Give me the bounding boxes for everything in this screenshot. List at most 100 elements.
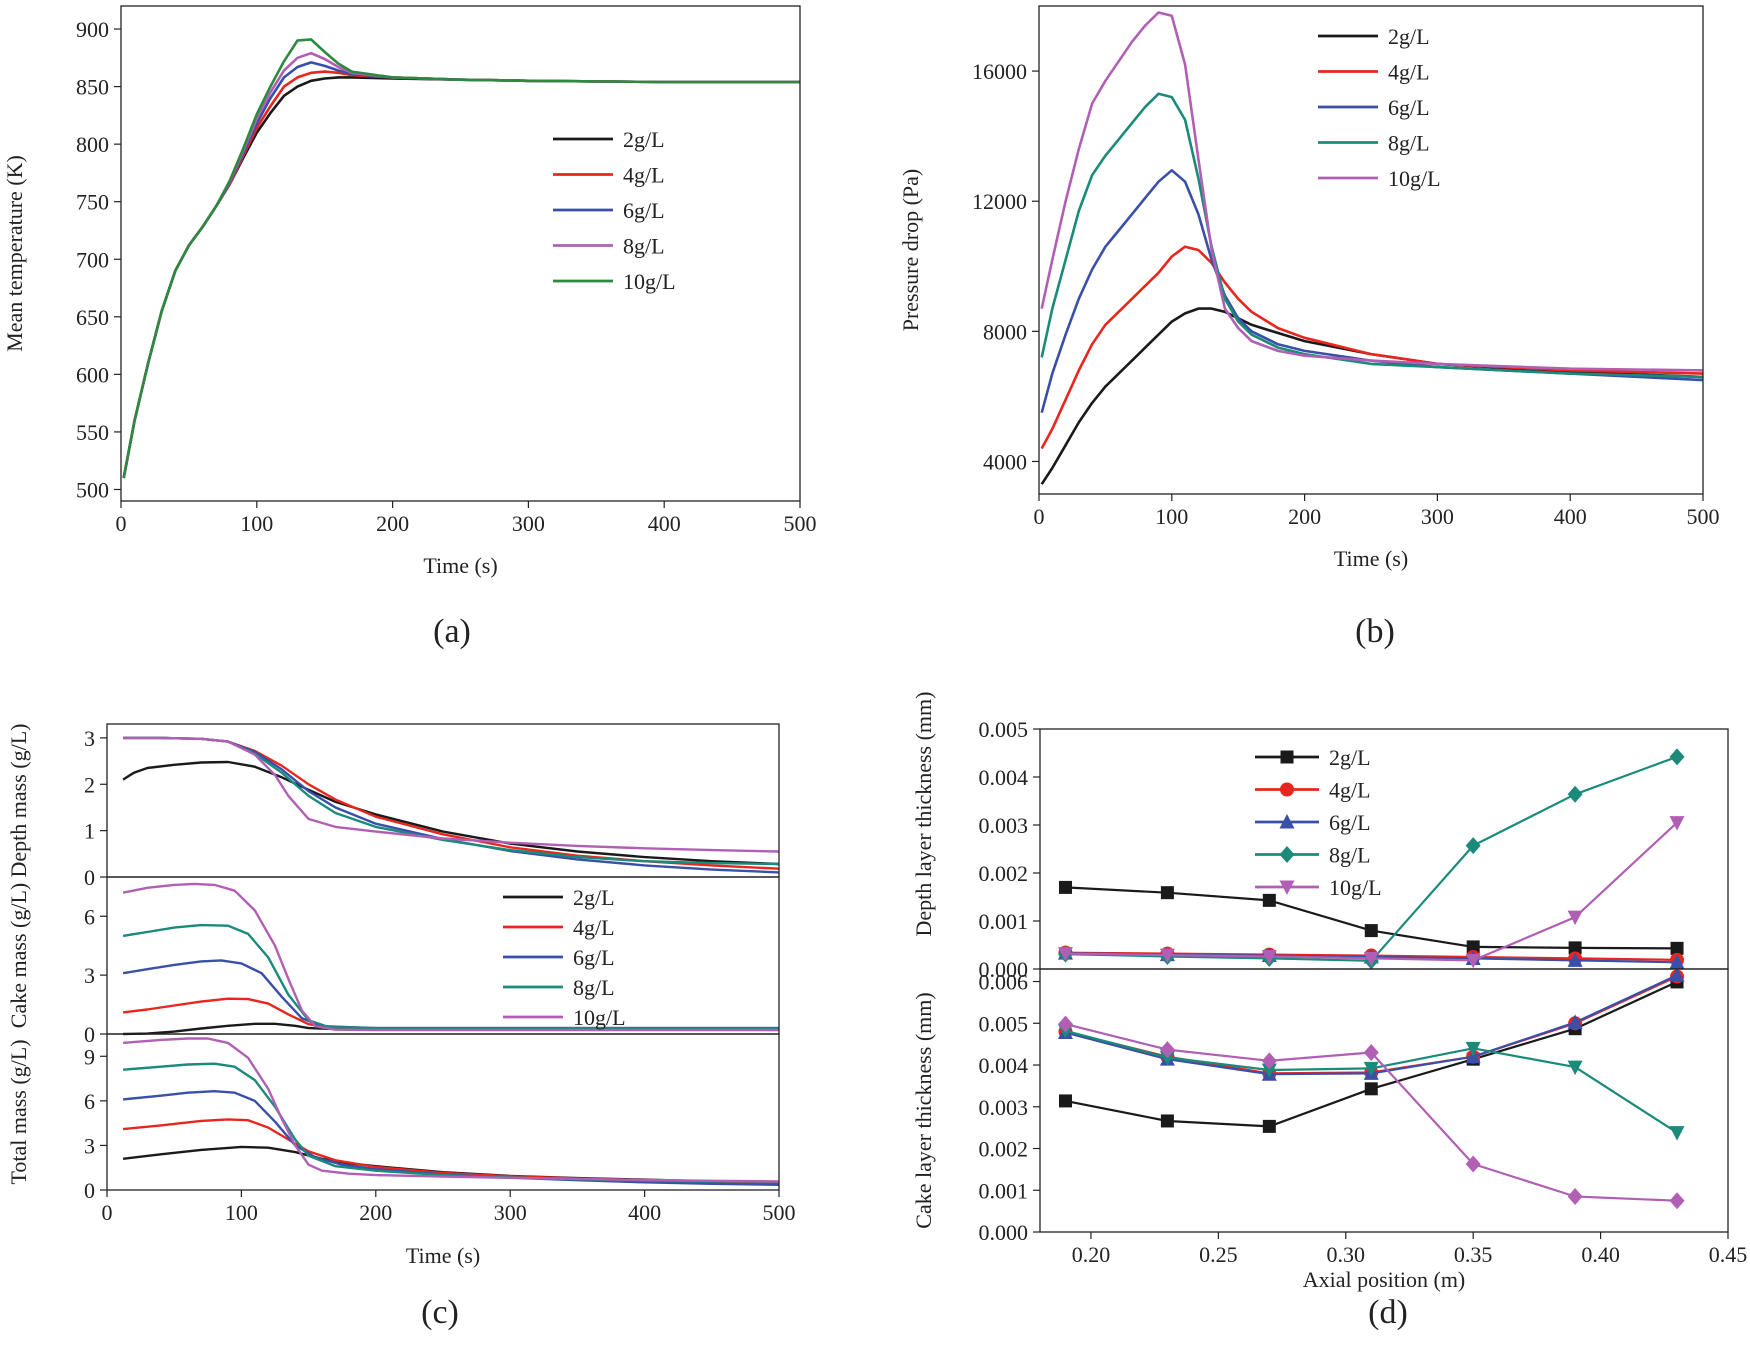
legend-c-label: 4g/L <box>573 915 615 940</box>
marker-d1-10g/L <box>1261 1052 1277 1070</box>
series-c1-6g/L <box>122 959 779 1030</box>
series-c0-6g/L <box>123 736 780 874</box>
marker-d0-8g/L <box>1669 748 1685 766</box>
panel-b-xtick-label: 0 <box>1034 504 1045 529</box>
panel-a-xtick-label: 200 <box>376 511 409 536</box>
series-b-10g/L <box>1040 11 1704 372</box>
series-c2-8g/L <box>123 1062 780 1183</box>
series-a-6g/L <box>122 61 800 479</box>
panel-b-ytick-label: 4000 <box>983 449 1027 474</box>
caption-c: (c) <box>421 1294 459 1331</box>
panel-c2-ytick-label: 0 <box>84 1178 95 1203</box>
panel-d-xtick-label: 0.25 <box>1199 1242 1238 1267</box>
panel-d0-ytick-label: 0.004 <box>979 765 1029 790</box>
panel-c0-ytick-label: 1 <box>84 819 95 844</box>
panel-d-layer-thickness: 0.000 0.001 0.002 0.003 0.004 0.005 0.000 0.001… <box>911 692 1747 1293</box>
legend-a-label: 8g/L <box>623 234 665 259</box>
panel-c-mass-plots: 0 1 2 3 Depth mass (g/L) 0 3 6 Cake mass (g/L) 0 3… <box>6 723 796 1268</box>
series-b-8g/L <box>1040 92 1704 379</box>
panel-b-xtick-label: 100 <box>1155 504 1188 529</box>
caption-d: (d) <box>1368 1294 1408 1331</box>
legend-b-label: 4g/L <box>1388 60 1430 85</box>
panel-b-xtick-label: 400 <box>1554 504 1587 529</box>
panel-c-xtick-label: 100 <box>225 1200 258 1225</box>
panel-c0-ylabel: Depth mass (g/L) <box>6 724 31 878</box>
series-c0-8g/L <box>123 736 780 866</box>
panel-d1-ytick-label: 0.004 <box>979 1053 1029 1078</box>
panel-a-xtick-label: 100 <box>240 511 273 536</box>
marker-d1-2g/L <box>1364 1082 1378 1096</box>
panel-c1-ytick-label: 3 <box>84 963 95 988</box>
panel-a-ylabel: Mean temperature (K) <box>2 155 27 352</box>
panel-c2-ylabel: Total mass (g/L) <box>6 1039 31 1184</box>
series-b-6g/L <box>1040 169 1704 414</box>
series-c2-6g/L <box>122 1090 780 1186</box>
panel-b-xtick-label: 200 <box>1288 504 1321 529</box>
panel-d1-ytick-label: 0.003 <box>979 1095 1029 1120</box>
legend-b-label: 10g/L <box>1388 166 1441 191</box>
marker-d1-8g/L <box>1159 1051 1175 1066</box>
panel-d-xtick-label: 0.40 <box>1581 1242 1620 1267</box>
panel-c-xtick-label: 500 <box>763 1200 796 1225</box>
marker-d1-6g/L <box>1567 1014 1583 1029</box>
marker-d0-2g/L <box>1262 893 1276 907</box>
panel-d1-ytick-label: 0.001 <box>979 1178 1029 1203</box>
panel-c-xtick-label: 200 <box>359 1200 392 1225</box>
marker-d1-2g/L <box>1262 1119 1276 1133</box>
legend-d-label: 2g/L <box>1329 745 1371 770</box>
marker-d1-8g/L <box>1261 1063 1277 1079</box>
marker-d1-2g/L <box>1058 1094 1072 1108</box>
panel-b-ylabel: Pressure drop (Pa) <box>898 169 923 332</box>
marker-d1-6g/L <box>1669 967 1685 982</box>
marker-d0-6g/L <box>1669 954 1685 969</box>
panel-a-xtick-label: 300 <box>512 511 545 536</box>
marker-d0-2g/L <box>1364 924 1378 938</box>
panel-d0-ytick-label: 0.003 <box>979 813 1029 838</box>
series-c1-10g/L <box>122 882 779 1032</box>
panel-d1-ytick-label: 0.002 <box>979 1137 1029 1162</box>
panel-d1-ytick-label: 0.006 <box>979 970 1029 995</box>
panel-c0-ytick-label: 3 <box>84 726 95 751</box>
marker-d0-10g/L <box>1363 951 1379 967</box>
marker-d1-8g/L <box>1465 1041 1481 1057</box>
series-c0-10g/L <box>123 736 780 853</box>
panel-d-xtick-label: 0.35 <box>1454 1242 1493 1267</box>
marker-d0-6g/L <box>1567 952 1583 967</box>
panel-c-xtick-label: 0 <box>102 1200 113 1225</box>
marker-d0-2g/L <box>1568 941 1582 955</box>
legend-a-label: 6g/L <box>623 198 665 223</box>
legend-d-marker <box>1279 846 1295 863</box>
marker-d0-2g/L <box>1670 941 1684 955</box>
panel-d1-ylabel: Cake layer thickness (mm) <box>911 992 936 1228</box>
legend-d-label: 6g/L <box>1329 810 1371 835</box>
marker-d1-8g/L <box>1363 1061 1379 1077</box>
panel-d-xlabel: Axial position (m) <box>1303 1267 1466 1292</box>
marker-d0-10g/L <box>1261 950 1277 965</box>
marker-d0-8g/L <box>1567 785 1583 803</box>
legend-a-label: 2g/L <box>623 127 665 152</box>
legend-d-label: 10g/L <box>1329 875 1382 900</box>
panel-c1-ylabel: Cake mass (g/L) <box>6 883 31 1028</box>
panel-a-ytick-label: 800 <box>76 132 109 157</box>
panel-a-xtick-label: 0 <box>116 511 127 536</box>
panel-d1-ytick-label: 0.000 <box>979 1220 1029 1245</box>
panel-a-frame <box>120 5 801 502</box>
legend-a-label: 10g/L <box>623 269 676 294</box>
panel-b-xtick-label: 300 <box>1421 504 1454 529</box>
panel-b-ytick-label: 12000 <box>972 189 1027 214</box>
panel-c2-frame <box>106 1033 780 1191</box>
panel-b-frame <box>1038 5 1704 495</box>
marker-d0-2g/L <box>1058 880 1072 894</box>
legend-d-marker <box>1280 782 1294 797</box>
panel-c2-ytick-label: 9 <box>84 1044 95 1069</box>
series-a-2g/L <box>122 76 800 479</box>
marker-d1-10g/L <box>1159 1041 1175 1059</box>
panel-a-ytick-label: 850 <box>76 75 109 100</box>
panel-a-ytick-label: 650 <box>76 305 109 330</box>
marker-d1-10g/L <box>1057 1015 1073 1033</box>
panel-b-pressure-drop: 0 100 200 300 400 500 4000 8000 12000 16000 Time (… <box>898 5 1720 571</box>
marker-d0-10g/L <box>1159 948 1175 964</box>
panel-c2-ytick-label: 3 <box>84 1133 95 1158</box>
series-c1-8g/L <box>122 923 779 1030</box>
